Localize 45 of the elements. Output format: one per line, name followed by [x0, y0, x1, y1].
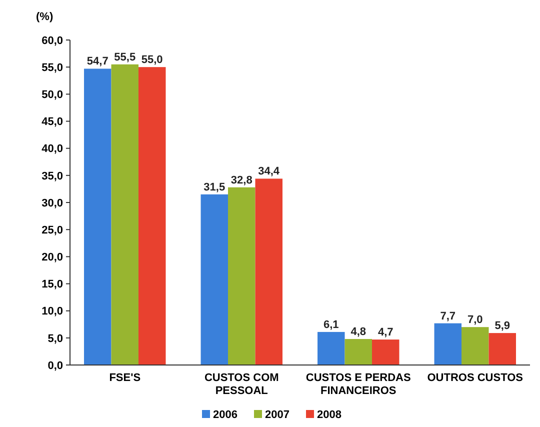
y-tick-label: 25,0	[42, 224, 63, 236]
y-tick-label: 40,0	[42, 143, 63, 156]
bar	[200, 194, 228, 365]
y-tick-label: 0,0	[48, 360, 63, 372]
y-tick-label: 60,0	[42, 34, 63, 47]
x-tick-label: CUSTOS COM PESSOAL	[204, 372, 279, 397]
data-label: 5,9	[494, 320, 510, 332]
x-tick-label: CUSTOS E PERDAS FINANCEIROS	[306, 372, 411, 397]
y-axis-title: (%)	[36, 11, 54, 23]
y-tick-label: 50,0	[42, 89, 63, 102]
legend-label: 2008	[317, 408, 342, 421]
bar	[372, 340, 400, 365]
bar	[434, 323, 462, 365]
data-label: 55,5	[114, 51, 136, 64]
data-label: 31,5	[204, 181, 226, 194]
data-label: 34,4	[258, 166, 280, 178]
y-tick-label: 55,0	[42, 62, 63, 74]
y-tick-label: 10,0	[42, 306, 63, 318]
y-tick-label: 20,0	[42, 252, 63, 264]
x-tick-label: OUTROS CUSTOS	[427, 372, 524, 384]
y-tick-label: 30,0	[42, 197, 63, 210]
legend-label: 2006	[213, 408, 238, 421]
bar	[111, 64, 138, 365]
x-tick-label: FSE'S	[109, 372, 141, 384]
y-tick-label: 45,0	[42, 116, 63, 128]
bar	[255, 178, 282, 365]
bar	[228, 187, 256, 365]
bar	[318, 332, 345, 365]
data-label: 4,7	[378, 326, 394, 339]
data-label: 32,8	[230, 174, 252, 186]
y-tick-label: 35,0	[42, 170, 63, 182]
legend-label: 2007	[265, 408, 290, 421]
data-label: 54,7	[86, 56, 108, 68]
data-label: 6,1	[323, 318, 339, 331]
data-label: 7,0	[467, 314, 483, 326]
bar	[138, 67, 166, 365]
bar	[462, 327, 489, 365]
data-label: 7,7	[440, 310, 456, 322]
data-label: 4,8	[350, 326, 366, 338]
bar	[488, 333, 516, 365]
y-tick-label: 15,0	[42, 278, 63, 291]
data-label: 55,0	[141, 54, 163, 66]
bar	[344, 339, 372, 365]
y-tick-label: 5,0	[48, 332, 63, 345]
bar	[84, 68, 112, 365]
